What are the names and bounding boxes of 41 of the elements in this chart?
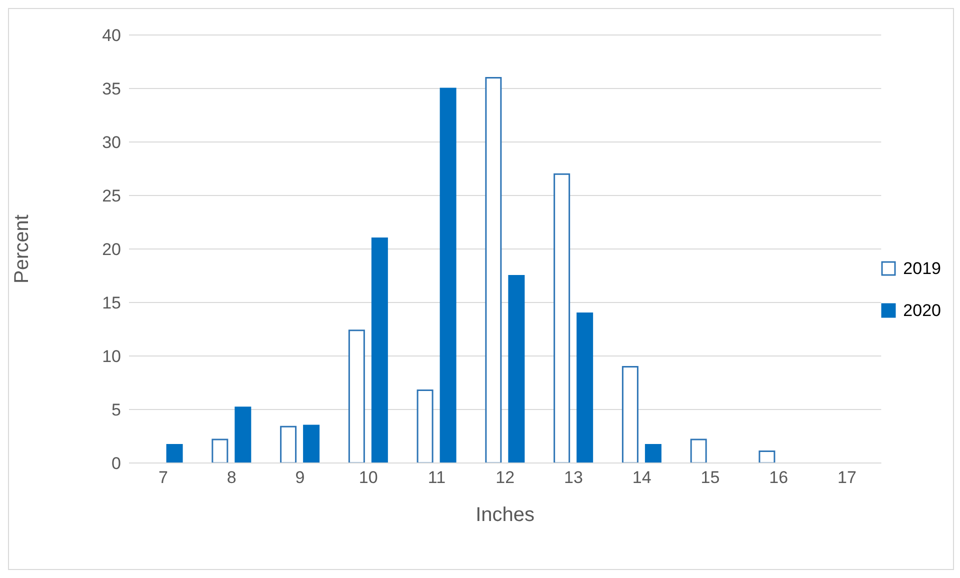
x-tick-label: 14: [632, 468, 652, 488]
x-tick-label: 15: [700, 468, 720, 488]
y-tick-label: 10: [102, 347, 121, 366]
y-tick-label: 40: [102, 26, 121, 46]
bar: [416, 389, 434, 463]
bar: [690, 438, 707, 463]
x-tick-label: 17: [838, 468, 856, 488]
bar: [280, 426, 297, 463]
bar: [758, 450, 776, 463]
bar: [166, 444, 183, 463]
bar: [644, 444, 662, 463]
bar: [348, 330, 365, 463]
bar: [303, 424, 320, 463]
x-tick-label: 13: [564, 468, 583, 488]
bar: [212, 438, 228, 463]
bar: [371, 238, 388, 463]
legend-label: 2020: [903, 301, 941, 321]
x-tick-label: 9: [295, 468, 305, 488]
bar: [554, 173, 570, 463]
bar: [576, 312, 594, 463]
y-tick-label: 35: [102, 80, 121, 99]
x-axis-title: Inches: [476, 504, 535, 526]
bar: [440, 88, 456, 463]
y-tick-label: 0: [112, 454, 121, 474]
x-tick-label: 10: [358, 468, 378, 488]
legend-label: 2019: [903, 259, 941, 279]
y-tick-label: 15: [102, 294, 121, 313]
x-tick-label: 8: [226, 468, 236, 488]
y-tick-label: 25: [102, 186, 121, 206]
x-tick-label: 16: [769, 468, 788, 488]
bar: [234, 406, 252, 463]
x-tick-label: 12: [496, 468, 515, 488]
x-tick-label: 7: [158, 468, 168, 488]
bar: [622, 366, 638, 463]
y-tick-label: 20: [102, 240, 121, 260]
bar: [508, 275, 525, 463]
y-tick-label: 5: [112, 400, 121, 420]
x-tick-label: 11: [428, 468, 446, 488]
bar: [485, 77, 502, 463]
y-tick-label: 30: [102, 133, 121, 152]
y-axis-title: Percent: [11, 214, 34, 284]
